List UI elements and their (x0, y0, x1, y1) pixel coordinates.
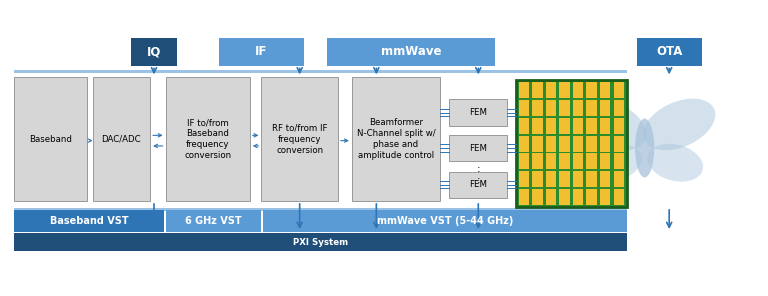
Text: mmWave VST (5-44 GHz): mmWave VST (5-44 GHz) (377, 216, 513, 226)
Bar (587, 171, 597, 187)
Bar (15, 77, 88, 201)
Bar (600, 118, 611, 134)
Bar (573, 82, 584, 98)
Bar (559, 136, 570, 152)
Bar (559, 189, 570, 205)
Ellipse shape (635, 118, 654, 178)
Bar (573, 136, 584, 152)
Bar (614, 136, 624, 152)
Text: DAC/ADC: DAC/ADC (101, 135, 141, 144)
Bar (516, 80, 627, 207)
Bar (559, 82, 570, 98)
Bar (166, 77, 250, 201)
Ellipse shape (586, 144, 642, 182)
Bar (519, 136, 529, 152)
Bar (449, 99, 507, 126)
Text: 6 GHz VST: 6 GHz VST (185, 216, 242, 226)
Bar (614, 100, 624, 116)
Bar (519, 100, 529, 116)
Bar (587, 189, 597, 205)
Bar (261, 77, 338, 201)
Bar (600, 171, 611, 187)
Bar (573, 118, 584, 134)
Bar (559, 118, 570, 134)
Bar (559, 100, 570, 116)
Text: FEM: FEM (469, 180, 487, 189)
Text: FEM: FEM (469, 144, 487, 152)
Bar (573, 189, 584, 205)
Bar (166, 210, 261, 232)
Text: mmWave: mmWave (381, 45, 441, 58)
Bar (15, 208, 627, 211)
Bar (587, 82, 597, 98)
Bar (263, 210, 627, 232)
Bar (546, 171, 556, 187)
Bar (519, 189, 529, 205)
Bar (326, 38, 495, 65)
Bar (614, 153, 624, 170)
Text: IF: IF (255, 45, 267, 58)
Bar (532, 82, 543, 98)
Ellipse shape (647, 144, 703, 182)
Bar (587, 153, 597, 170)
Text: FEM: FEM (469, 108, 487, 117)
Text: RF to/from IF
frequency
conversion: RF to/from IF frequency conversion (272, 123, 327, 155)
Bar (131, 38, 177, 65)
Bar (519, 153, 529, 170)
Text: Baseband VST: Baseband VST (50, 216, 128, 226)
Bar (532, 118, 543, 134)
Bar (614, 189, 624, 205)
Ellipse shape (643, 99, 715, 150)
Bar (532, 153, 543, 170)
Bar (600, 153, 611, 170)
Bar (93, 77, 151, 201)
Bar (637, 38, 702, 65)
Bar (600, 136, 611, 152)
Bar (614, 171, 624, 187)
Bar (546, 136, 556, 152)
Bar (587, 118, 597, 134)
Bar (573, 100, 584, 116)
Bar (614, 82, 624, 98)
Bar (15, 70, 627, 73)
Bar (546, 100, 556, 116)
Text: IQ: IQ (147, 45, 161, 58)
Bar (559, 171, 570, 187)
Bar (546, 82, 556, 98)
Bar (587, 100, 597, 116)
Bar (600, 82, 611, 98)
Text: Baseband: Baseband (29, 135, 72, 144)
Text: :
:: : : (476, 164, 480, 185)
Bar (519, 118, 529, 134)
Text: IF to/from
Baseband
frequency
conversion: IF to/from Baseband frequency conversion (184, 118, 231, 160)
Bar (519, 171, 529, 187)
Bar (532, 189, 543, 205)
Text: Beamformer
N-Channel split w/
phase and
amplitude control: Beamformer N-Channel split w/ phase and … (356, 118, 435, 160)
Bar (587, 136, 597, 152)
Bar (15, 210, 164, 232)
Ellipse shape (574, 99, 647, 150)
Bar (15, 234, 627, 251)
Text: PXI System: PXI System (293, 238, 349, 247)
Bar (532, 171, 543, 187)
Bar (559, 153, 570, 170)
Bar (546, 153, 556, 170)
Bar (600, 100, 611, 116)
Bar (614, 118, 624, 134)
Bar (573, 171, 584, 187)
Bar (546, 189, 556, 205)
Bar (449, 172, 507, 198)
Bar (352, 77, 440, 201)
Bar (600, 189, 611, 205)
Bar (546, 118, 556, 134)
Bar (573, 153, 584, 170)
Bar (519, 82, 529, 98)
Bar (449, 135, 507, 161)
Bar (532, 100, 543, 116)
Bar (532, 136, 543, 152)
Text: OTA: OTA (657, 45, 683, 58)
Bar (219, 38, 303, 65)
